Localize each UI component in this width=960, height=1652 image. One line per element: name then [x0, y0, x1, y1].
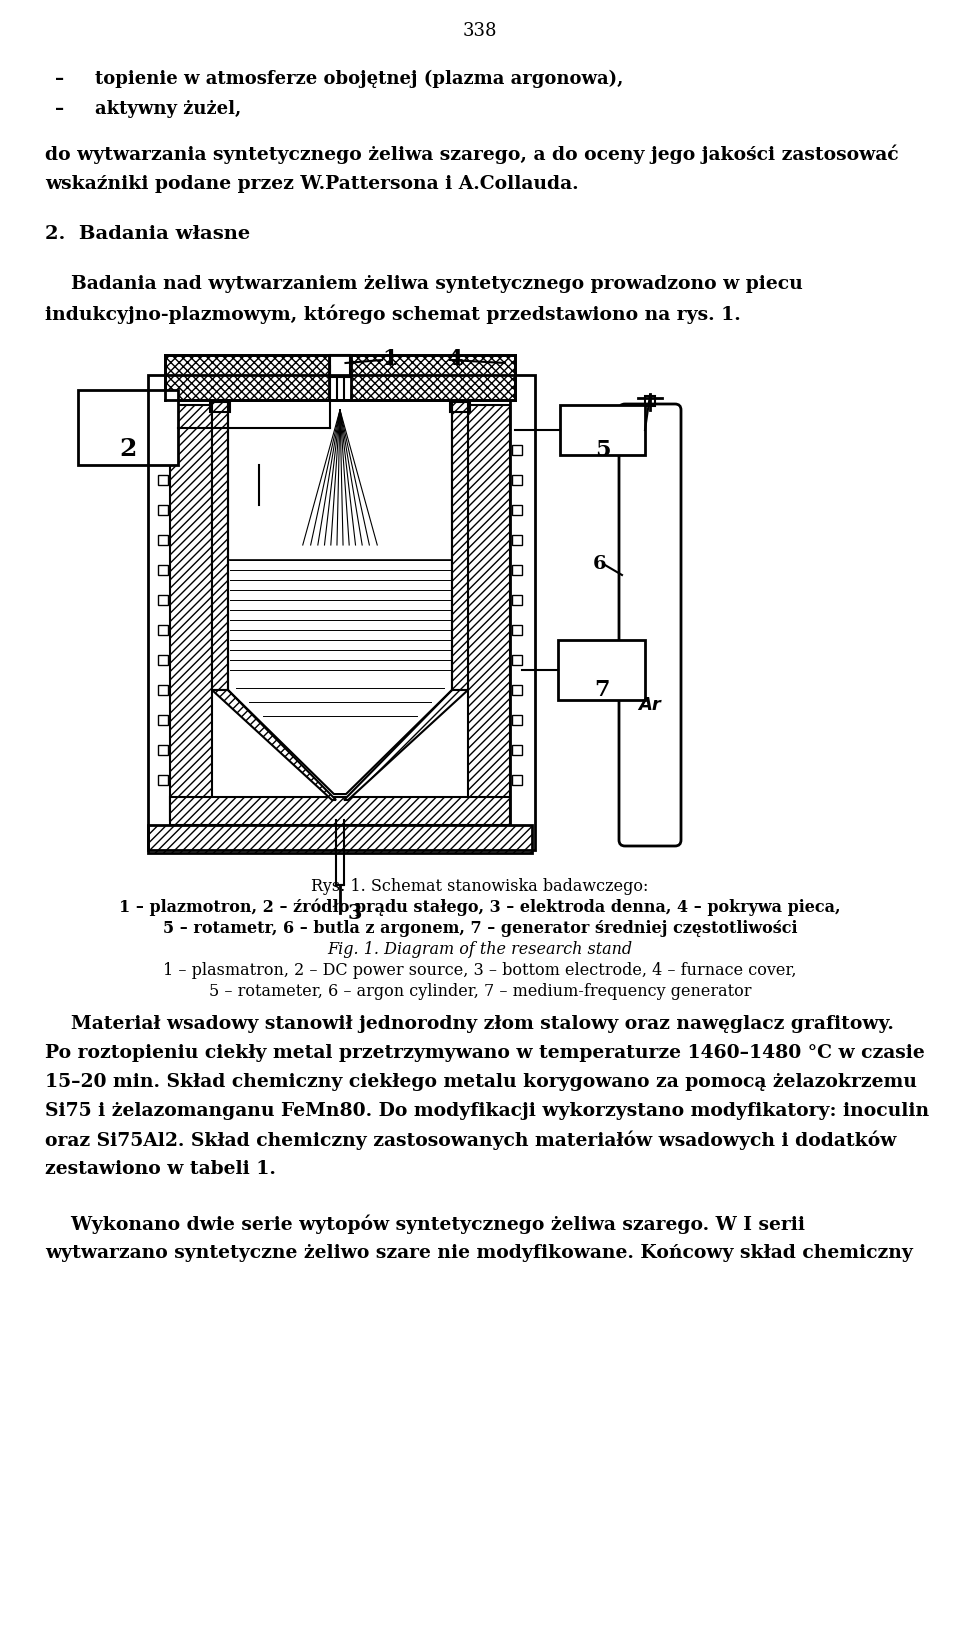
Bar: [468, 405, 510, 819]
Text: topienie w atmosferze obojętnej (plazma argonowa),: topienie w atmosferze obojętnej (plazma …: [95, 69, 623, 88]
Text: Ar: Ar: [638, 695, 661, 714]
Bar: [560, 405, 645, 454]
Text: wskaźniki podane przez W.Pattersona i A.Collauda.: wskaźniki podane przez W.Pattersona i A.…: [45, 175, 579, 193]
Bar: [330, 355, 350, 377]
Bar: [170, 405, 212, 819]
Text: 2.  Badania własne: 2. Badania własne: [45, 225, 251, 243]
Bar: [148, 824, 532, 852]
Text: zestawiono w tabeli 1.: zestawiono w tabeli 1.: [45, 1160, 276, 1178]
Bar: [512, 654, 522, 666]
Text: 6: 6: [593, 555, 607, 573]
Bar: [645, 396, 655, 406]
Text: Rys. 1. Schemat stanowiska badawczego:: Rys. 1. Schemat stanowiska badawczego:: [311, 877, 649, 895]
Bar: [512, 565, 522, 575]
Bar: [158, 715, 168, 725]
Bar: [512, 745, 522, 755]
Bar: [450, 398, 470, 411]
Text: 1 – plazmotron, 2 – źródło prądu stałego, 3 – elektroda denna, 4 – pokrywa pieca: 1 – plazmotron, 2 – źródło prądu stałego…: [119, 899, 841, 917]
Text: indukcyjno-plazmowym, którego schemat przedstawiono na rys. 1.: indukcyjno-plazmowym, którego schemat pr…: [45, 306, 741, 324]
Bar: [158, 686, 168, 695]
Text: 5: 5: [595, 439, 611, 461]
Text: do wytwarzania syntetycznego żeliwa szarego, a do oceny jego jakości zastosować: do wytwarzania syntetycznego żeliwa szar…: [45, 145, 899, 165]
Bar: [512, 624, 522, 634]
Text: 4: 4: [447, 349, 463, 370]
Text: Fig. 1. Diagram of the research stand: Fig. 1. Diagram of the research stand: [327, 942, 633, 958]
Bar: [512, 775, 522, 785]
Bar: [158, 476, 168, 486]
Text: 5 – rotametr, 6 – butla z argonem, 7 – generator średniej częstotliwości: 5 – rotametr, 6 – butla z argonem, 7 – g…: [163, 920, 797, 937]
Text: Wykonano dwie serie wytopów syntetycznego żeliwa szarego. W I serii: Wykonano dwie serie wytopów syntetyczneg…: [45, 1214, 805, 1234]
Text: 338: 338: [463, 21, 497, 40]
Text: 3: 3: [348, 904, 363, 923]
Bar: [512, 444, 522, 454]
Bar: [158, 624, 168, 634]
Bar: [512, 535, 522, 545]
FancyBboxPatch shape: [619, 405, 681, 846]
Polygon shape: [212, 691, 336, 800]
Text: Po roztopieniu ciekły metal przetrzymywano w temperaturze 1460–1480 °C w czasie: Po roztopieniu ciekły metal przetrzymywa…: [45, 1044, 924, 1062]
Text: oraz Si75Al2. Skład chemiczny zastosowanych materiałów wsadowych i dodatków: oraz Si75Al2. Skład chemiczny zastosowan…: [45, 1132, 897, 1150]
Bar: [158, 535, 168, 545]
Polygon shape: [344, 691, 468, 800]
Bar: [158, 565, 168, 575]
Text: 1 – plasmatron, 2 – DC power source, 3 – bottom electrode, 4 – furnace cover,: 1 – plasmatron, 2 – DC power source, 3 –…: [163, 961, 797, 980]
Bar: [210, 398, 230, 411]
Bar: [512, 595, 522, 605]
Text: wytwarzano syntetyczne żeliwo szare nie modyfikowane. Końcowy skład chemiczny: wytwarzano syntetyczne żeliwo szare nie …: [45, 1244, 913, 1262]
Bar: [512, 715, 522, 725]
Bar: [158, 444, 168, 454]
Text: 5 – rotameter, 6 – argon cylinder, 7 – medium-frequency generator: 5 – rotameter, 6 – argon cylinder, 7 – m…: [208, 983, 752, 999]
Bar: [512, 476, 522, 486]
Text: –: –: [55, 101, 64, 117]
Text: –: –: [55, 69, 64, 88]
Bar: [158, 745, 168, 755]
Bar: [212, 401, 228, 691]
Text: 2: 2: [119, 436, 136, 461]
Bar: [512, 506, 522, 515]
Text: aktywny żużel,: aktywny żużel,: [95, 101, 241, 117]
Text: Si75 i żelazomanganu FeMn80. Do modyfikacji wykorzystano modyfikatory: inoculin: Si75 i żelazomanganu FeMn80. Do modyfika…: [45, 1102, 929, 1120]
Bar: [158, 775, 168, 785]
Bar: [158, 654, 168, 666]
Text: 1: 1: [382, 349, 397, 370]
Bar: [558, 639, 645, 700]
Bar: [170, 796, 510, 824]
Text: 15–20 min. Skład chemiczny ciekłego metalu korygowano za pomocą żelazokrzemu: 15–20 min. Skład chemiczny ciekłego meta…: [45, 1074, 917, 1090]
Bar: [351, 355, 515, 400]
Bar: [148, 375, 535, 851]
Text: Materiał wsadowy stanowił jednorodny złom stalowy oraz nawęglacz grafitowy.: Materiał wsadowy stanowił jednorodny zło…: [45, 1014, 894, 1032]
Text: 7: 7: [593, 679, 610, 700]
Bar: [158, 595, 168, 605]
Bar: [78, 390, 178, 464]
Bar: [170, 400, 510, 824]
Text: Badania nad wytwarzaniem żeliwa syntetycznego prowadzono w piecu: Badania nad wytwarzaniem żeliwa syntetyc…: [45, 274, 803, 292]
Bar: [512, 686, 522, 695]
Bar: [158, 506, 168, 515]
Bar: [165, 355, 329, 400]
Bar: [452, 401, 468, 691]
